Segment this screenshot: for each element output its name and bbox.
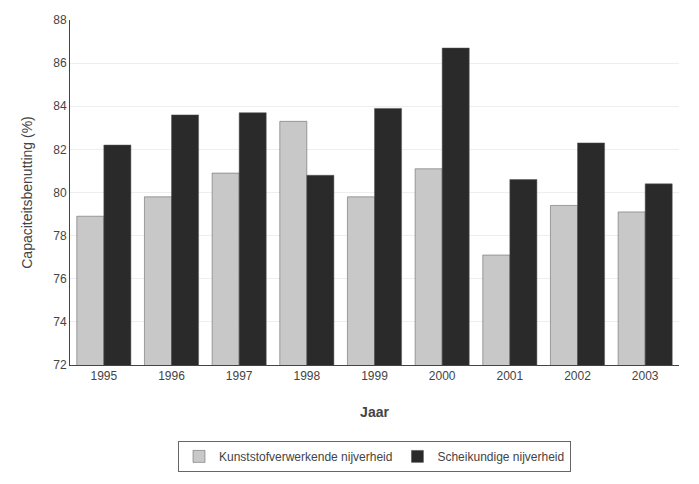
svg-text:1997: 1997 (226, 369, 253, 383)
svg-text:1995: 1995 (90, 369, 117, 383)
svg-text:74: 74 (53, 315, 67, 329)
svg-text:1999: 1999 (361, 369, 388, 383)
svg-text:1996: 1996 (158, 369, 185, 383)
svg-text:2002: 2002 (564, 369, 591, 383)
svg-text:78: 78 (53, 229, 67, 243)
svg-text:80: 80 (53, 186, 67, 200)
svg-text:2003: 2003 (632, 369, 659, 383)
svg-text:Kunststofverwerkende nijverhei: Kunststofverwerkende nijverheid (219, 450, 392, 464)
svg-text:Jaar: Jaar (360, 404, 389, 420)
svg-text:72: 72 (53, 358, 67, 372)
svg-text:Capaciteitsbenutting (%): Capaciteitsbenutting (%) (19, 116, 35, 269)
svg-text:86: 86 (53, 56, 67, 70)
svg-text:84: 84 (53, 99, 67, 113)
svg-text:88: 88 (53, 13, 67, 27)
svg-text:Scheikundige nijverheid: Scheikundige nijverheid (437, 450, 564, 464)
svg-text:2001: 2001 (496, 369, 523, 383)
svg-text:2000: 2000 (429, 369, 456, 383)
svg-text:76: 76 (53, 272, 67, 286)
svg-text:82: 82 (53, 143, 67, 157)
svg-text:1998: 1998 (293, 369, 320, 383)
